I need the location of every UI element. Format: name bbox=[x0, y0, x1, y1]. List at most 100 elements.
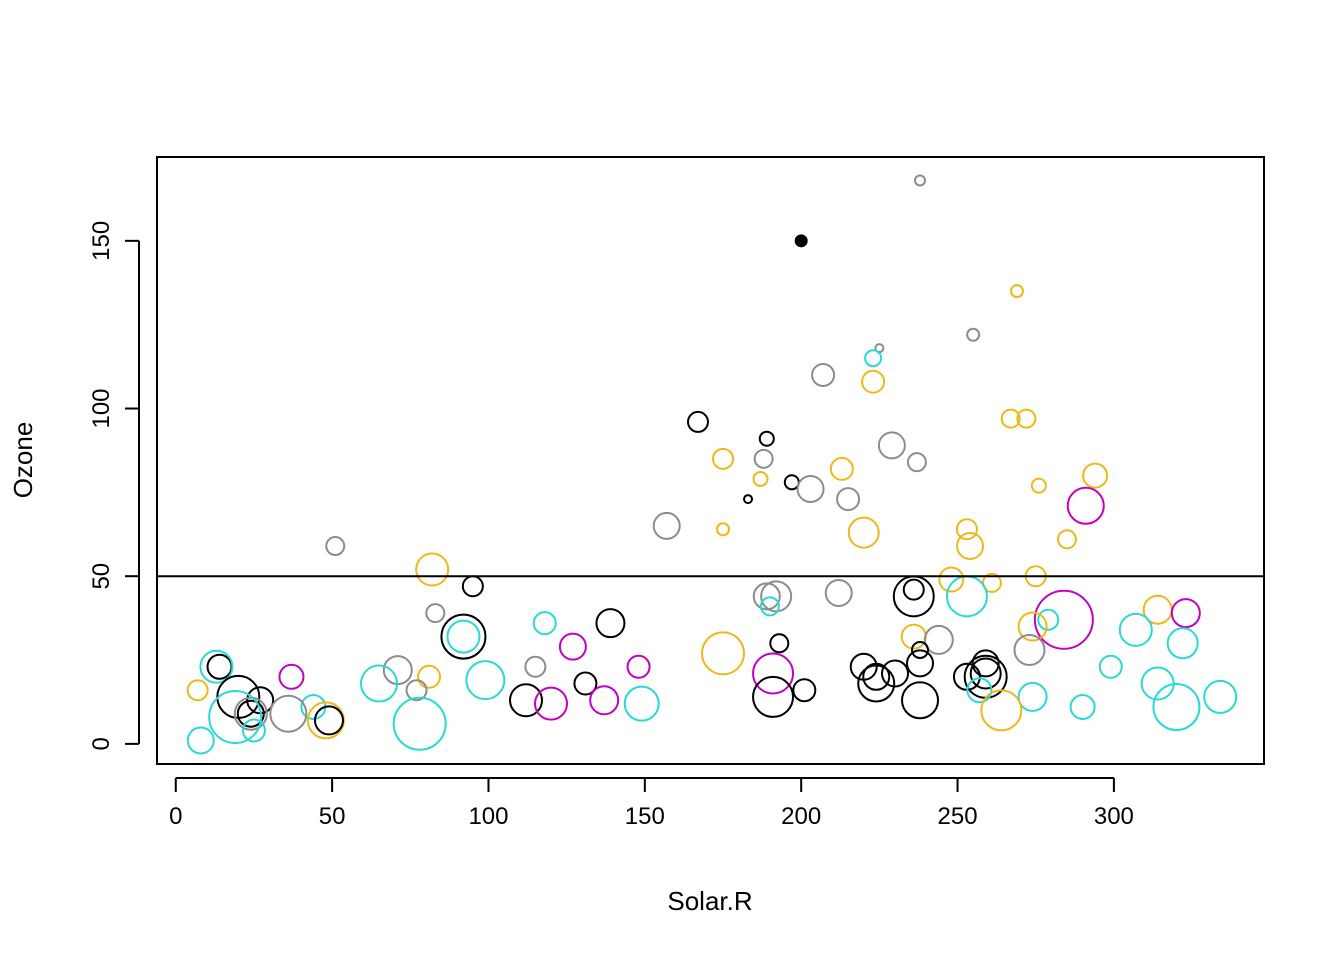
x-axis-label: Solar.R bbox=[667, 886, 752, 916]
data-point bbox=[278, 663, 305, 690]
data-point bbox=[573, 671, 598, 696]
data-point bbox=[955, 518, 978, 541]
x-axis: 0 50 100 150 200 250 300 bbox=[169, 777, 1134, 830]
data-point bbox=[956, 532, 985, 561]
data-point bbox=[524, 655, 547, 678]
data-point bbox=[752, 652, 795, 695]
data-point bbox=[911, 640, 930, 659]
data-point bbox=[857, 664, 896, 703]
data-point bbox=[1037, 608, 1060, 631]
data-point bbox=[824, 578, 853, 607]
data-point bbox=[392, 696, 447, 751]
data-point bbox=[716, 522, 731, 537]
y-tick-label: 0 bbox=[88, 737, 115, 750]
data-point bbox=[1030, 477, 1047, 494]
data-point bbox=[465, 660, 506, 701]
data-point bbox=[892, 575, 935, 618]
data-point bbox=[1013, 633, 1046, 666]
data-point bbox=[199, 649, 234, 684]
x-tick-label: 150 bbox=[625, 803, 665, 830]
data-point bbox=[186, 679, 209, 702]
data-point bbox=[186, 726, 215, 755]
data-point bbox=[862, 662, 891, 691]
data-point bbox=[847, 516, 880, 549]
data-point bbox=[1069, 693, 1096, 720]
data-point bbox=[1203, 679, 1238, 714]
data-point bbox=[417, 664, 442, 689]
data-point bbox=[558, 632, 587, 661]
data-point bbox=[313, 705, 344, 736]
data-point bbox=[969, 657, 1002, 690]
plot-frame bbox=[156, 156, 1265, 765]
data-point bbox=[752, 675, 795, 718]
data-point bbox=[415, 552, 450, 587]
data-point bbox=[966, 677, 993, 704]
data-point bbox=[686, 410, 709, 433]
data-point bbox=[792, 678, 817, 703]
data-point bbox=[923, 624, 954, 655]
data-point bbox=[233, 696, 268, 731]
data-point bbox=[1016, 408, 1037, 429]
data-point bbox=[753, 448, 774, 469]
y-axis: 0 50 100 150 bbox=[88, 221, 140, 751]
data-point bbox=[861, 369, 886, 394]
data-point bbox=[712, 447, 735, 470]
data-point bbox=[836, 487, 861, 512]
data-point bbox=[906, 452, 927, 473]
data-point bbox=[902, 578, 925, 601]
x-tick-label: 250 bbox=[938, 803, 978, 830]
data-point bbox=[877, 431, 906, 460]
data-point bbox=[425, 603, 446, 624]
data-point bbox=[325, 536, 346, 557]
data-point bbox=[901, 681, 940, 720]
data-point bbox=[769, 633, 790, 654]
data-point bbox=[1166, 627, 1199, 660]
data-point bbox=[1017, 611, 1048, 642]
data-point bbox=[440, 613, 487, 660]
data-point bbox=[461, 575, 484, 598]
data-point bbox=[758, 430, 775, 447]
data-point bbox=[446, 619, 481, 654]
data-point bbox=[589, 685, 620, 716]
data-point bbox=[760, 580, 793, 613]
data-point bbox=[811, 362, 836, 387]
data-point bbox=[1170, 598, 1201, 629]
data-point bbox=[829, 456, 854, 481]
data-point bbox=[241, 718, 266, 743]
data-point bbox=[1056, 529, 1077, 550]
data-point bbox=[236, 699, 265, 728]
data-point bbox=[509, 683, 543, 718]
data-point bbox=[966, 327, 981, 342]
x-tick-label: 100 bbox=[468, 803, 508, 830]
data-point bbox=[752, 470, 769, 487]
data-point bbox=[206, 653, 233, 680]
data-point bbox=[864, 349, 883, 368]
y-axis-label: Ozone bbox=[8, 422, 38, 499]
data-point bbox=[914, 174, 927, 187]
data-point bbox=[1082, 462, 1109, 489]
y-tick-label: 50 bbox=[88, 563, 115, 590]
data-point bbox=[208, 690, 263, 745]
data-point bbox=[1152, 682, 1201, 731]
data-point bbox=[1098, 654, 1123, 679]
data-point bbox=[971, 649, 1000, 678]
data-point bbox=[534, 686, 569, 721]
plot-marks bbox=[186, 174, 1238, 755]
x-tick-label: 0 bbox=[169, 803, 182, 830]
data-point bbox=[1066, 486, 1105, 525]
data-point bbox=[752, 582, 781, 611]
data-point bbox=[1033, 589, 1094, 650]
data-point bbox=[980, 689, 1023, 732]
data-point bbox=[945, 575, 988, 618]
data-point bbox=[1118, 612, 1153, 647]
y-tick-label: 100 bbox=[88, 388, 115, 428]
x-tick-label: 300 bbox=[1094, 803, 1134, 830]
data-point bbox=[759, 596, 780, 617]
data-point bbox=[796, 475, 825, 504]
data-point bbox=[1017, 681, 1048, 712]
data-point bbox=[382, 655, 413, 686]
x-tick-label: 50 bbox=[319, 803, 346, 830]
data-point bbox=[1000, 408, 1021, 429]
data-point-filled bbox=[794, 234, 808, 248]
